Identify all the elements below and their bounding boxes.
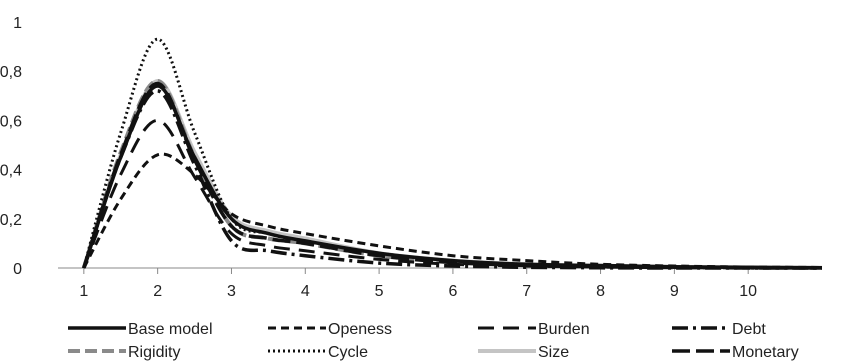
x-tick-label: 3 <box>227 283 236 300</box>
y-tick-label: 0,2 <box>0 212 22 229</box>
legend-label: Rigidity <box>128 344 180 361</box>
x-tick-label: 8 <box>596 283 605 300</box>
series-line-openess <box>82 152 823 269</box>
legend-item: Cycle <box>268 344 368 361</box>
series-line-base-model <box>82 84 823 270</box>
x-tick-label: 7 <box>522 283 531 300</box>
legend: Base model Openess Burden Debt Rigidity Cycle… <box>68 321 799 361</box>
legend-item: Rigidity <box>68 344 180 361</box>
axes: 0 0,2 0,4 0,6 0,8 1 1 2 3 4 5 6 7 8 9 10 <box>0 15 822 300</box>
legend-label: Cycle <box>328 344 368 361</box>
x-tick-label: 5 <box>375 283 384 300</box>
series-layer <box>81 37 823 270</box>
legend-label: Debt <box>732 321 766 338</box>
x-tick-label: 2 <box>153 283 162 300</box>
y-tick-label: 0,6 <box>0 113 22 130</box>
legend-label: Openess <box>328 321 392 338</box>
legend-item: Debt <box>672 321 766 338</box>
x-tick-label: 6 <box>448 283 457 300</box>
legend-label: Burden <box>538 321 590 338</box>
y-tick-label: 0,8 <box>0 64 22 81</box>
legend-item: Openess <box>268 321 392 338</box>
y-tick-label: 0 <box>13 261 22 278</box>
legend-item: Size <box>478 344 569 361</box>
legend-label: Monetary <box>732 344 799 361</box>
x-tick-label: 1 <box>79 283 88 300</box>
x-tick-label: 10 <box>739 283 757 300</box>
legend-item: Monetary <box>672 344 799 361</box>
legend-item: Base model <box>68 321 213 338</box>
y-tick-label: 0,4 <box>0 163 22 180</box>
legend-label: Size <box>538 344 569 361</box>
x-tick-label: 9 <box>670 283 679 300</box>
legend-label: Base model <box>128 321 213 338</box>
series-line-burden <box>82 118 823 270</box>
legend-item: Burden <box>478 321 590 338</box>
y-tick-label: 1 <box>13 15 22 32</box>
x-tick-label: 4 <box>301 283 310 300</box>
